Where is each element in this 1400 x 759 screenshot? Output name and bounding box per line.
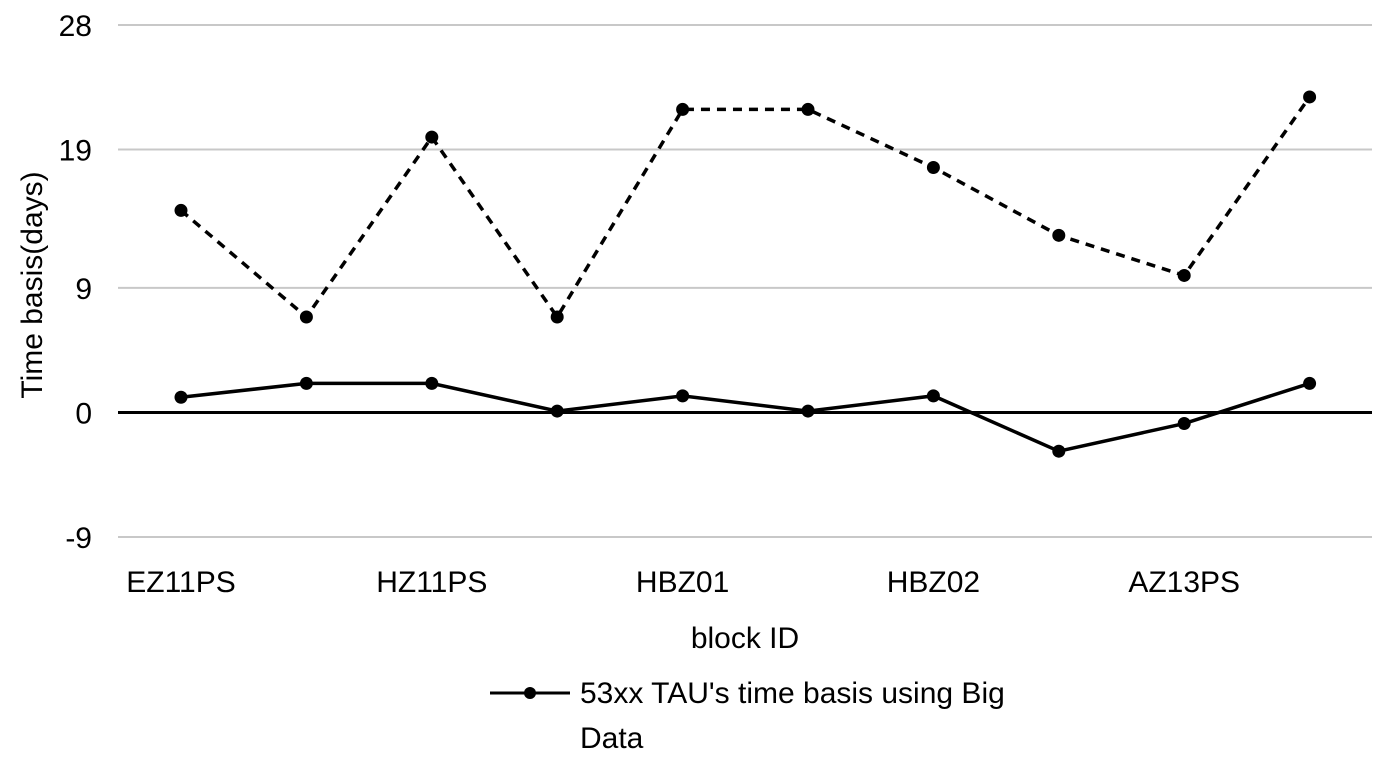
data-point [1303, 90, 1317, 104]
legend-label-line1: 53xx TAU's time basis using Big [580, 677, 1005, 710]
x-tick-label: HBZ01 [636, 566, 729, 599]
data-point [1177, 268, 1191, 282]
y-tick-label: 19 [59, 135, 92, 168]
data-point [1177, 417, 1191, 431]
y-axis-title: Time basis(days) [16, 171, 49, 398]
data-point [174, 390, 188, 404]
x-tick-label: AZ13PS [1128, 566, 1240, 599]
x-tick-label: HBZ02 [887, 566, 980, 599]
y-tick-labels: -9 0 9 19 28 [59, 10, 92, 555]
y-tick-label: 9 [75, 273, 92, 306]
data-point [926, 161, 940, 175]
data-point [550, 310, 564, 324]
data-point [1303, 376, 1317, 390]
series-line-solid [180, 381, 1311, 454]
data-point [801, 404, 815, 418]
data-point [676, 389, 690, 403]
data-point [1052, 228, 1066, 242]
legend: 53xx TAU's time basis using Big Data [490, 677, 1005, 755]
data-point [425, 376, 439, 390]
x-tick-label: HZ11PS [376, 566, 487, 599]
data-point [299, 376, 313, 390]
data-point [425, 130, 439, 144]
y-tick-label: -9 [65, 522, 92, 555]
x-tick-labels: EZ11PS HZ11PS HBZ01 HBZ02 AZ13PS [126, 566, 1240, 599]
legend-label-line2: Data [580, 722, 644, 755]
data-point [299, 310, 313, 324]
data-point [926, 389, 940, 403]
data-point [1052, 444, 1066, 458]
x-tick-label: EZ11PS [126, 566, 236, 599]
x-axis-title: block ID [691, 622, 799, 655]
data-point [550, 404, 564, 418]
y-tick-label: 0 [75, 397, 92, 430]
data-point [174, 203, 188, 217]
series-lines [174, 90, 1317, 458]
y-tick-label: 28 [59, 10, 92, 43]
series-line-dashed [179, 95, 1312, 321]
legend-marker-solid [524, 687, 536, 699]
data-point [801, 102, 815, 116]
data-point [676, 102, 690, 116]
